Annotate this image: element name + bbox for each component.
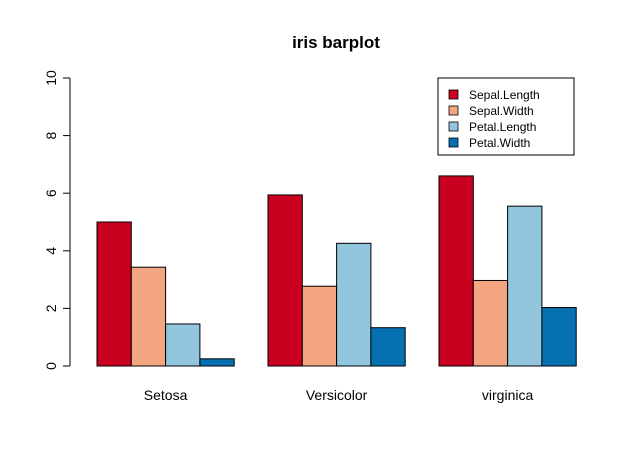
bar-sepal-length-versicolor — [267, 194, 303, 367]
x-category-label: virginica — [482, 387, 534, 403]
legend-swatch — [448, 105, 459, 116]
legend-label: Sepal.Length — [469, 88, 540, 102]
bar-sepal-width-versicolor — [301, 285, 338, 367]
chart-title: iris barplot — [292, 33, 380, 52]
bar-sepal-width-virginica — [472, 279, 509, 367]
legend: Sepal.Length Sepal.Width Petal.Length Petal… — [437, 77, 575, 156]
bar-sepal-length-setosa — [96, 221, 132, 367]
y-tick-label: 0 — [43, 362, 59, 370]
legend-label: Petal.Length — [469, 120, 536, 134]
y-tick-label: 8 — [43, 131, 59, 139]
y-tick-label: 4 — [43, 247, 59, 255]
y-axis: 0 2 4 6 8 10 — [43, 70, 71, 370]
bar-sepal-length-virginica — [438, 175, 474, 367]
bars-group — [96, 175, 577, 367]
legend-swatch — [448, 137, 459, 148]
legend-box — [437, 77, 575, 156]
x-category-label: Setosa — [144, 387, 188, 403]
legend-label: Petal.Width — [469, 136, 530, 150]
bar-petal-length-setosa — [165, 323, 201, 367]
bar-petal-width-versicolor — [370, 327, 406, 367]
y-tick-label: 2 — [43, 304, 59, 312]
y-tick-label: 10 — [43, 70, 59, 86]
bar-petal-length-versicolor — [336, 242, 372, 367]
x-axis-category-labels: Setosa Versicolor virginica — [144, 387, 534, 403]
legend-label: Sepal.Width — [469, 104, 534, 118]
bar-petal-width-setosa — [199, 358, 235, 367]
bar-sepal-width-setosa — [130, 266, 167, 367]
y-tick-label: 6 — [43, 189, 59, 197]
bar-petal-length-virginica — [507, 205, 543, 367]
legend-swatch — [448, 89, 459, 100]
bar-petal-width-virginica — [541, 307, 577, 367]
legend-swatch — [448, 121, 459, 132]
x-category-label: Versicolor — [306, 387, 368, 403]
